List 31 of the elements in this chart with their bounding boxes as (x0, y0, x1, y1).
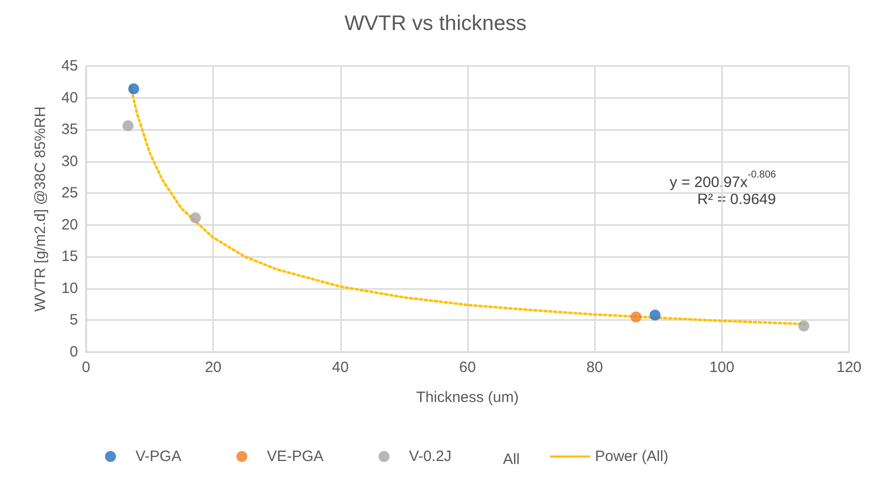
x-axis-title: Thickness (um) (416, 389, 519, 406)
legend-label: VE-PGA (266, 448, 324, 465)
y-tick-label: 10 (61, 280, 78, 297)
point (190, 212, 201, 224)
point (122, 120, 134, 132)
y-tick-label: 30 (61, 152, 78, 170)
point (630, 312, 642, 323)
point (128, 83, 140, 94)
x-tick-label: 100 (709, 359, 734, 376)
y-axis-title: WVTR [g/m2.d] @38C 85%RH (32, 106, 49, 312)
x-tick-label: 80 (586, 359, 604, 376)
y-tick-label: 15 (61, 248, 78, 266)
y-tick-label: 20 (61, 216, 78, 234)
y-tick-label: 40 (61, 89, 78, 106)
x-tick-label: 60 (459, 359, 476, 376)
y-tick-label: 25 (61, 184, 78, 202)
y-tick-label: 5 (70, 312, 78, 329)
x-tick-label: 120 (836, 359, 862, 376)
y-tick-label: 45 (61, 58, 78, 74)
legend-label: Power (All) (595, 448, 668, 465)
y-tick-label: 35 (61, 121, 78, 138)
x-tick-label: 0 (82, 359, 90, 376)
legend-label: V-PGA (136, 448, 182, 465)
chart-title: WVTR vs thickness (344, 12, 527, 35)
x-tick-label: 20 (204, 359, 222, 376)
point (650, 310, 661, 321)
y-tick-label: 0 (70, 344, 78, 360)
x-tick-label: 40 (332, 359, 349, 376)
legend-label: V-0.2J (409, 448, 452, 465)
point (798, 320, 810, 332)
text: All (503, 451, 520, 468)
